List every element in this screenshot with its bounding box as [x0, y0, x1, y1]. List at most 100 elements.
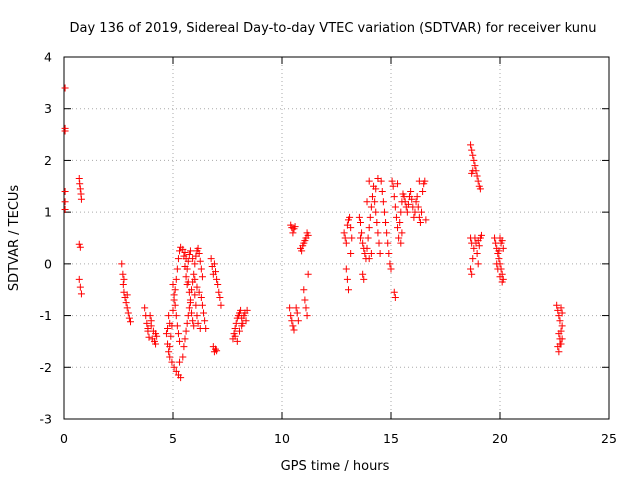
data-point: [374, 175, 382, 183]
data-point: [170, 363, 178, 371]
data-point: [176, 247, 184, 255]
data-point: [166, 353, 174, 361]
data-point: [473, 250, 481, 258]
data-point: [372, 208, 380, 216]
data-point: [123, 304, 131, 312]
data-point: [125, 314, 133, 322]
data-point: [304, 270, 312, 278]
data-point: [77, 195, 85, 203]
data-point: [394, 224, 402, 232]
data-point: [390, 288, 398, 296]
data-point: [291, 223, 299, 231]
data-point: [210, 260, 218, 268]
data-point: [213, 347, 221, 355]
data-point: [415, 213, 423, 221]
data-point: [359, 239, 367, 247]
data-point: [470, 244, 478, 252]
data-point: [197, 293, 205, 301]
data-point: [372, 185, 380, 193]
x-axis-label: GPS time / hours: [281, 459, 390, 474]
data-point: [152, 340, 160, 348]
data-point: [300, 286, 308, 294]
data-point: [382, 218, 390, 226]
data-point: [342, 239, 350, 247]
data-point: [75, 240, 83, 248]
data-point: [179, 353, 187, 361]
y-tick-label: -2: [40, 360, 52, 375]
data-point: [185, 304, 193, 312]
x-tick-labels: 0 5 10 15 20 25: [60, 431, 617, 446]
data-point: [368, 193, 376, 201]
data-point: [190, 322, 198, 330]
data-point: [469, 167, 477, 175]
data-point: [301, 296, 309, 304]
data-point: [422, 216, 430, 224]
data-point: [468, 146, 476, 154]
data-point: [243, 306, 251, 314]
data-point: [76, 185, 84, 193]
data-point: [469, 151, 477, 159]
data-point: [398, 229, 406, 237]
data-point: [494, 265, 502, 273]
y-tick-label: 4: [44, 50, 52, 65]
data-point: [173, 265, 181, 273]
data-point: [302, 304, 310, 312]
data-point: [468, 270, 476, 278]
data-point: [61, 187, 69, 195]
data-point: [375, 239, 383, 247]
data-point: [495, 247, 503, 255]
data-point: [498, 237, 506, 245]
data-point: [304, 231, 312, 239]
data-point: [391, 203, 399, 211]
data-point: [177, 374, 185, 382]
data-point: [235, 327, 243, 335]
data-point: [212, 268, 220, 276]
data-point: [475, 242, 483, 250]
data-point: [195, 250, 203, 258]
data-point: [414, 203, 422, 211]
data-point: [303, 312, 311, 320]
data-point: [184, 257, 192, 265]
data-point: [395, 234, 403, 242]
data-point: [386, 260, 394, 268]
y-tick-labels: -3 -2 -1 0 1 2 3 4: [40, 50, 53, 427]
data-point: [474, 177, 482, 185]
data-point: [348, 234, 356, 242]
data-point: [192, 301, 200, 309]
data-point: [418, 208, 426, 216]
data-point: [166, 319, 174, 327]
data-point: [168, 358, 176, 366]
data-point: [191, 275, 199, 283]
data-point: [385, 250, 393, 258]
data-point: [298, 247, 306, 255]
data-point: [496, 273, 504, 281]
data-point: [407, 187, 415, 195]
data-point: [126, 318, 134, 326]
data-point: [397, 208, 405, 216]
data-point: [498, 278, 506, 286]
data-point: [499, 244, 507, 252]
data-point: [237, 306, 245, 314]
data-point: [61, 198, 69, 206]
data-point: [238, 322, 246, 330]
chart-title: Day 136 of 2019, Sidereal Day-to-day VTE…: [70, 21, 597, 36]
data-point: [467, 265, 475, 273]
data-point: [341, 234, 349, 242]
data-point: [363, 198, 371, 206]
data-point: [196, 257, 204, 265]
data-point: [556, 317, 564, 325]
data-point: [165, 348, 173, 356]
data-point: [118, 260, 126, 268]
data-point: [197, 265, 205, 273]
data-point: [495, 255, 503, 263]
data-point: [174, 255, 182, 263]
data-point: [347, 224, 355, 232]
data-point: [471, 162, 479, 170]
data-point: [394, 180, 402, 188]
data-point: [169, 281, 177, 289]
data-point: [143, 319, 151, 327]
data-point: [164, 325, 172, 332]
data-point: [166, 343, 174, 351]
data-point: [397, 239, 405, 247]
data-point: [387, 265, 395, 273]
